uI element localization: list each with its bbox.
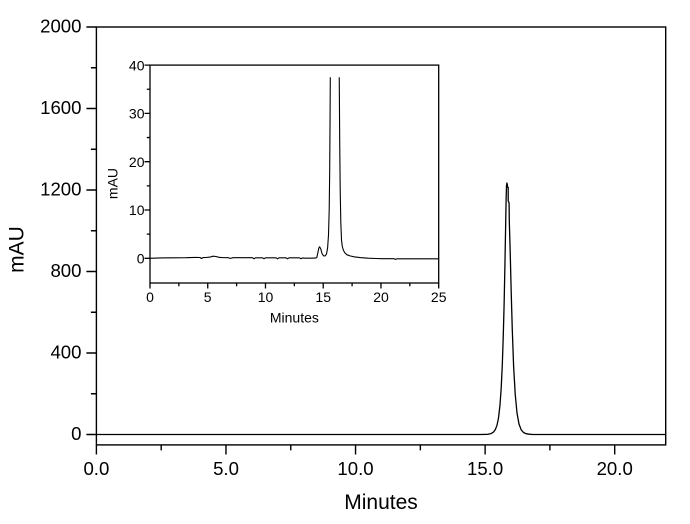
svg-text:1600: 1600 xyxy=(40,97,81,118)
svg-text:30: 30 xyxy=(129,106,145,122)
svg-text:0: 0 xyxy=(146,289,154,305)
svg-text:2000: 2000 xyxy=(40,15,81,36)
svg-text:40: 40 xyxy=(129,57,145,73)
svg-text:25: 25 xyxy=(431,289,447,305)
svg-text:0.0: 0.0 xyxy=(83,458,109,479)
svg-text:0: 0 xyxy=(71,423,81,444)
svg-text:mAU: mAU xyxy=(6,226,29,273)
svg-text:20.0: 20.0 xyxy=(597,458,633,479)
svg-text:10.0: 10.0 xyxy=(337,458,373,479)
svg-text:1200: 1200 xyxy=(40,178,81,199)
svg-text:800: 800 xyxy=(50,260,81,281)
svg-text:15.0: 15.0 xyxy=(467,458,503,479)
svg-text:20: 20 xyxy=(373,289,389,305)
svg-text:15: 15 xyxy=(315,289,331,305)
svg-text:Minutes: Minutes xyxy=(344,491,418,514)
svg-text:5: 5 xyxy=(204,289,212,305)
svg-text:mAU: mAU xyxy=(105,168,121,199)
svg-text:20: 20 xyxy=(129,154,145,170)
svg-text:400: 400 xyxy=(50,341,81,362)
svg-text:5.0: 5.0 xyxy=(213,458,239,479)
svg-text:0: 0 xyxy=(137,251,145,267)
svg-text:Minutes: Minutes xyxy=(270,310,319,326)
svg-text:10: 10 xyxy=(258,289,274,305)
svg-text:10: 10 xyxy=(129,202,145,218)
